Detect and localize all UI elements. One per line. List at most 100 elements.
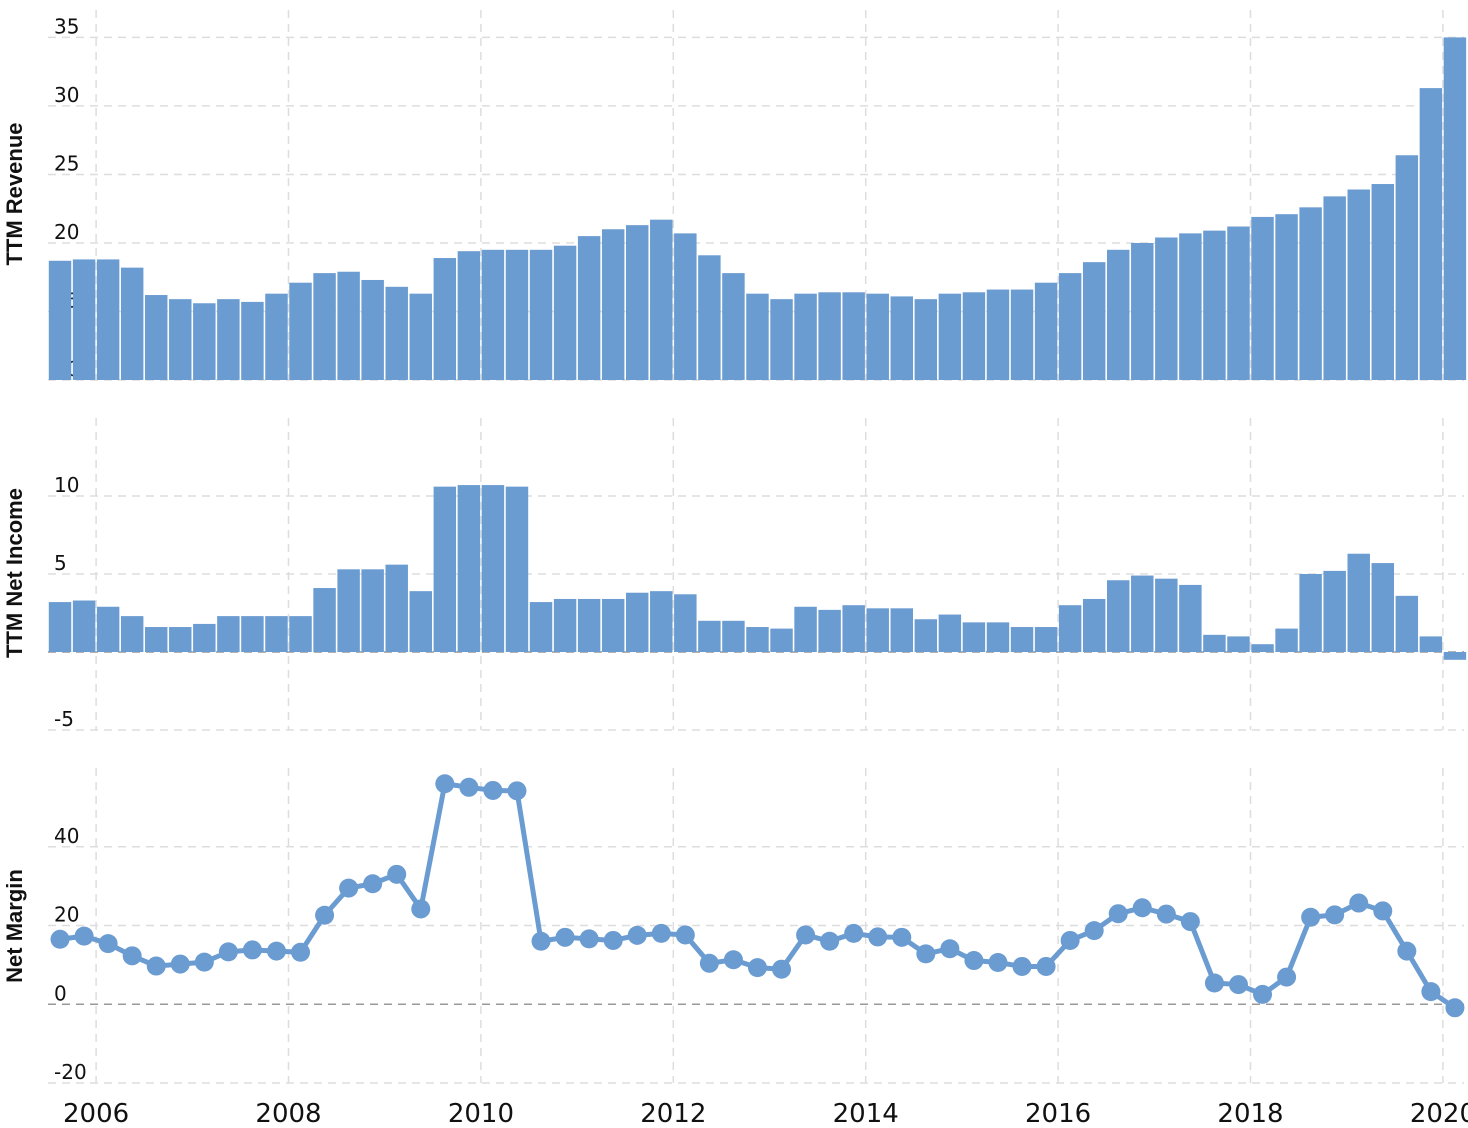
bar	[1347, 189, 1370, 380]
bar	[385, 286, 408, 380]
data-point	[531, 931, 551, 951]
bar	[601, 229, 625, 380]
revenue-axis-title: TTM Revenue	[2, 122, 27, 265]
data-point	[483, 780, 503, 800]
bar	[1347, 553, 1370, 652]
x-axis: 2006 2008 2010 2012 2014 2016 2018 2020	[63, 1099, 1468, 1128]
data-point	[1156, 904, 1176, 924]
bar	[818, 292, 841, 380]
bar	[385, 564, 408, 652]
bar	[481, 485, 505, 652]
data-point	[868, 927, 888, 947]
bar	[433, 258, 457, 380]
bar	[1082, 262, 1106, 380]
bar	[1058, 273, 1082, 380]
bar	[698, 255, 721, 380]
data-point	[1084, 921, 1104, 941]
bar	[938, 293, 962, 380]
bar	[914, 299, 938, 380]
data-point	[844, 923, 864, 943]
data-point	[242, 940, 262, 960]
bar	[842, 292, 865, 380]
data-point	[1421, 982, 1441, 1002]
net-margin-panel: Net Margin -20 0 20 40	[2, 774, 1465, 1084]
bar	[1010, 627, 1034, 652]
bar	[1275, 214, 1298, 380]
bar	[938, 614, 962, 652]
y-tick-label: 0	[54, 981, 67, 1005]
bar	[1034, 627, 1058, 652]
bar	[1299, 207, 1322, 380]
x-tick-label: 2008	[255, 1099, 321, 1128]
bar	[818, 609, 841, 652]
data-point	[940, 939, 960, 959]
data-point	[339, 878, 359, 898]
data-point	[1445, 998, 1465, 1018]
y-tick-label: -5	[54, 707, 74, 731]
bar	[577, 236, 601, 380]
bar	[1251, 216, 1274, 380]
data-point	[964, 951, 984, 971]
data-point	[507, 781, 527, 801]
bar	[722, 620, 745, 652]
bar	[866, 293, 889, 380]
bar	[650, 219, 673, 380]
data-point	[892, 927, 912, 947]
bar	[1227, 636, 1250, 652]
bar	[962, 622, 986, 652]
data-point	[603, 930, 623, 950]
data-point	[98, 934, 118, 954]
x-tick-label: 2016	[1025, 1099, 1091, 1128]
bar	[1275, 628, 1298, 652]
data-point	[1132, 898, 1152, 918]
bar	[650, 591, 673, 652]
bar	[72, 259, 96, 380]
data-point	[1277, 967, 1297, 987]
data-point	[411, 899, 431, 919]
bar	[1155, 237, 1178, 380]
y-tick-label: 20	[54, 220, 79, 244]
bar	[505, 249, 529, 380]
bar	[1058, 605, 1082, 652]
data-point	[1349, 893, 1369, 913]
bar	[1034, 282, 1058, 380]
x-tick-label: 2006	[63, 1099, 129, 1128]
bar	[1419, 88, 1443, 380]
bar	[794, 293, 817, 380]
data-point	[459, 777, 479, 797]
data-point	[363, 874, 383, 894]
bar	[529, 602, 553, 652]
bar	[1131, 242, 1154, 380]
bar	[746, 627, 769, 652]
bar	[457, 251, 481, 380]
bar	[217, 616, 240, 652]
bar	[962, 292, 986, 380]
data-point	[50, 929, 70, 949]
data-point	[266, 941, 286, 961]
bar	[120, 267, 144, 380]
data-point	[675, 925, 695, 945]
bar	[1371, 563, 1394, 652]
bar	[1443, 37, 1467, 380]
data-point	[146, 956, 166, 976]
bar	[505, 486, 529, 652]
y-tick-label: 40	[54, 824, 79, 848]
data-point	[988, 953, 1008, 973]
data-point	[916, 944, 936, 964]
y-tick-label: 10	[54, 473, 79, 497]
y-tick-label: 25	[54, 151, 79, 175]
data-point	[315, 905, 335, 925]
bar	[1179, 233, 1202, 380]
y-tick-label: -20	[54, 1060, 87, 1084]
data-point	[1373, 901, 1393, 921]
data-point	[796, 925, 816, 945]
x-tick-label: 2012	[640, 1099, 706, 1128]
bar	[722, 273, 745, 380]
bar	[674, 594, 697, 652]
bar	[145, 627, 168, 652]
net-income-axis-title: TTM Net Income	[2, 488, 27, 658]
bar	[890, 608, 913, 652]
net-margin-axis-title: Net Margin	[2, 869, 27, 983]
bar	[433, 486, 457, 652]
bar	[217, 299, 240, 380]
